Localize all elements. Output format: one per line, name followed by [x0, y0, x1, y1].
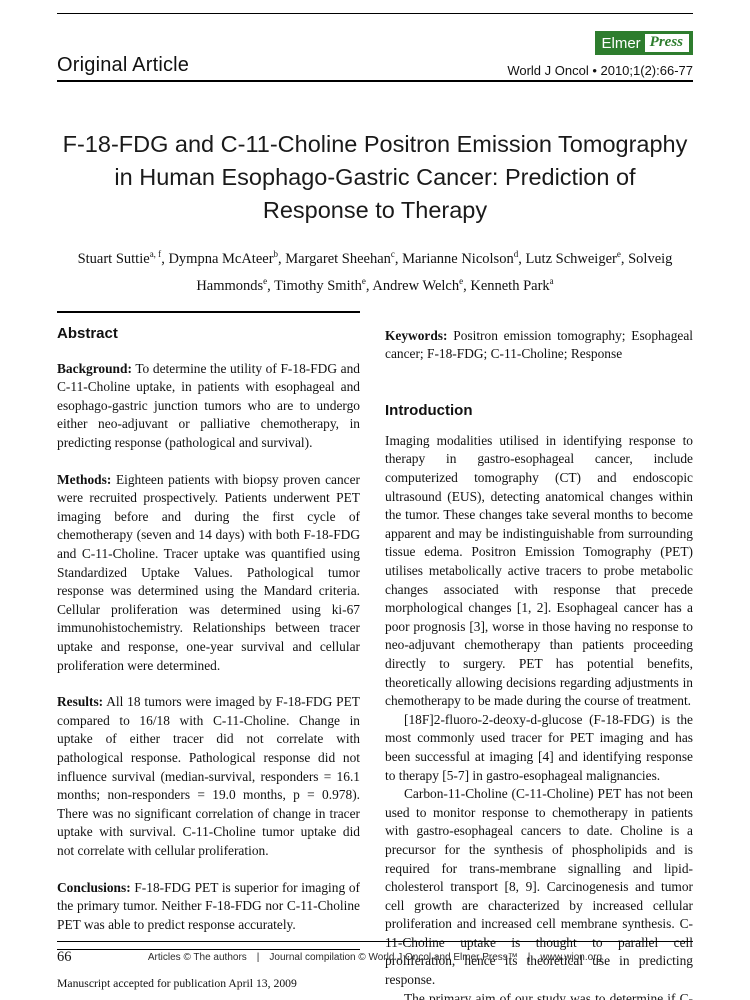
introduction-paragraph: Carbon-11-Choline (C-11-Choline) PET has…: [385, 786, 693, 988]
title-line: F-18-FDG and C-11-Choline Positron Emiss…: [62, 131, 688, 157]
author-affiliation-sup: d: [513, 249, 519, 259]
author-name: Margaret Sheehanc: [285, 249, 395, 267]
logo-elmer-text: Elmer: [601, 34, 641, 52]
header-right: Elmer Press World J Oncol • 2010;1(2):66…: [507, 31, 693, 80]
introduction-paragraph: Imaging modalities utilised in identifyi…: [385, 432, 693, 709]
author-name: Kenneth Parka: [470, 275, 554, 294]
author-affiliation-sup: c: [390, 249, 395, 259]
footnotes-block: Manuscript accepted for publication Apri…: [57, 976, 360, 1000]
abstract-paragraph-label: Conclusions:: [57, 879, 131, 895]
author-name: Marianne Nicolsond: [402, 249, 519, 267]
keywords-label: Keywords:: [385, 327, 448, 343]
top-rule: [57, 13, 693, 14]
page-title: F-18-FDG and C-11-Choline Positron Emiss…: [57, 128, 693, 227]
abstract-rule: [57, 310, 360, 313]
title-line: in Human Esophago-Gastric Cancer: Predic…: [114, 164, 636, 190]
journal-reference: World J Oncol • 2010;1(2):66-77: [507, 63, 693, 78]
footer-text: Articles © The authors | Journal compilati…: [57, 952, 693, 963]
author-affiliation-sup: e: [616, 249, 621, 259]
right-column: Keywords: Positron emission tomography; …: [385, 325, 693, 1000]
author-affiliation-sup: a, f: [149, 249, 162, 259]
page-header: Original Article Elmer Press World J Onc…: [57, 14, 693, 80]
abstract-paragraph: Background: To determine the utility of …: [57, 360, 360, 451]
author-affiliation-sup: e: [263, 275, 268, 286]
introduction-paragraph: [18F]2-fluoro-2-deoxy-d-glucose (F-18-FD…: [385, 711, 693, 783]
footer-segment: Articles © The authors: [147, 952, 247, 963]
author-affiliation-sup: b: [273, 249, 279, 259]
abstract-paragraph-label: Methods:: [57, 471, 112, 487]
author-affiliation-sup: e: [459, 275, 464, 286]
footer-segment: Journal compilation © World J Oncol and …: [269, 952, 518, 963]
abstract-paragraph: Results: All 18 tumors were imaged by F-…: [57, 694, 360, 858]
author-affiliation-sup: e: [361, 275, 366, 286]
header-rule: [57, 80, 693, 82]
footer-separator: |: [527, 952, 531, 963]
abstract-paragraph-label: Background:: [57, 360, 132, 376]
footer-separator: |: [256, 952, 260, 963]
logo-press-text: Press: [644, 34, 689, 52]
page-footer: 66 Articles © The authors | Journal compil…: [57, 941, 693, 965]
author-name: Lutz Schweigere: [525, 249, 621, 267]
author-name: Andrew Welche: [372, 275, 464, 294]
footer-row: 66 Articles © The authors | Journal compil…: [57, 949, 693, 965]
abstract-heading: Abstract: [57, 324, 118, 342]
keywords-text: Positron emission tomography; Esophageal…: [385, 327, 693, 362]
author-affiliation-sup: a: [549, 275, 554, 286]
footer-rule: [57, 941, 693, 942]
footnote-rule: [57, 949, 360, 951]
author-name: Dympna McAteerb: [168, 249, 279, 267]
abstract-paragraph: Methods: Eighteen patients with biopsy p…: [57, 471, 360, 673]
two-column-body: Abstract Background: To determine the ut…: [57, 325, 693, 1000]
introduction-paragraph: The primary aim of our study was to dete…: [404, 990, 693, 1000]
introduction-heading: Introduction: [385, 401, 473, 419]
abstract-paragraphs: Background: To determine the utility of …: [57, 360, 360, 935]
abstract-paragraph: Conclusions: F-18-FDG PET is superior fo…: [57, 879, 360, 932]
page-number: 66: [57, 949, 72, 965]
footer-segment: www.wjon.org: [540, 952, 603, 963]
elmer-press-logo: Elmer Press: [595, 31, 693, 55]
abstract-paragraph-label: Results:: [57, 694, 104, 710]
author-name: Solveig Hammondse: [196, 250, 673, 294]
manuscript-accepted: Manuscript accepted for publication Apri…: [57, 977, 297, 991]
author-name: Timothy Smithe: [274, 275, 366, 294]
left-column: Abstract Background: To determine the ut…: [57, 325, 360, 1000]
keywords-paragraph: Keywords: Positron emission tomography; …: [385, 327, 693, 364]
author-name: Stuart Suttiea, f: [77, 249, 162, 267]
introduction-paragraphs: Imaging modalities utilised in identifyi…: [385, 432, 693, 1000]
title-line: Response to Therapy: [262, 197, 488, 223]
author-list: Stuart Suttiea, f, Dympna McAteerb, Marg…: [77, 249, 673, 294]
article-type-label: Original Article: [57, 54, 190, 76]
